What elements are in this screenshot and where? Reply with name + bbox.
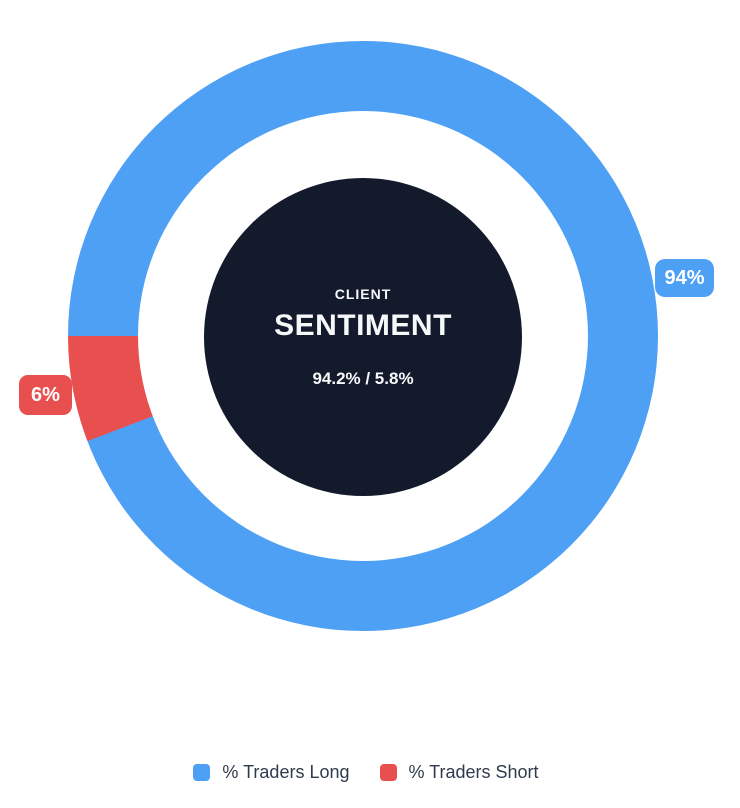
legend-item-traders-long[interactable]: % Traders Long xyxy=(193,762,350,783)
legend-item-traders-short[interactable]: % Traders Short xyxy=(379,762,539,783)
legend-label-long: % Traders Long xyxy=(222,762,350,782)
legend-swatch-short xyxy=(379,764,397,781)
center-title-client: CLIENT xyxy=(334,285,392,302)
legend-swatch-long xyxy=(193,764,211,781)
badge-long: 94% xyxy=(655,259,714,297)
badge-short: 6% xyxy=(19,375,72,415)
center-values: 94.2% / 5.8% xyxy=(312,368,414,388)
legend-label-short: % Traders Short xyxy=(408,762,539,782)
chart-legend: % Traders Long % Traders Short xyxy=(0,762,732,783)
center-disc: CLIENT SENTIMENT 94.2% / 5.8% xyxy=(204,178,522,496)
center-title-sentiment: SENTIMENT xyxy=(274,308,452,342)
